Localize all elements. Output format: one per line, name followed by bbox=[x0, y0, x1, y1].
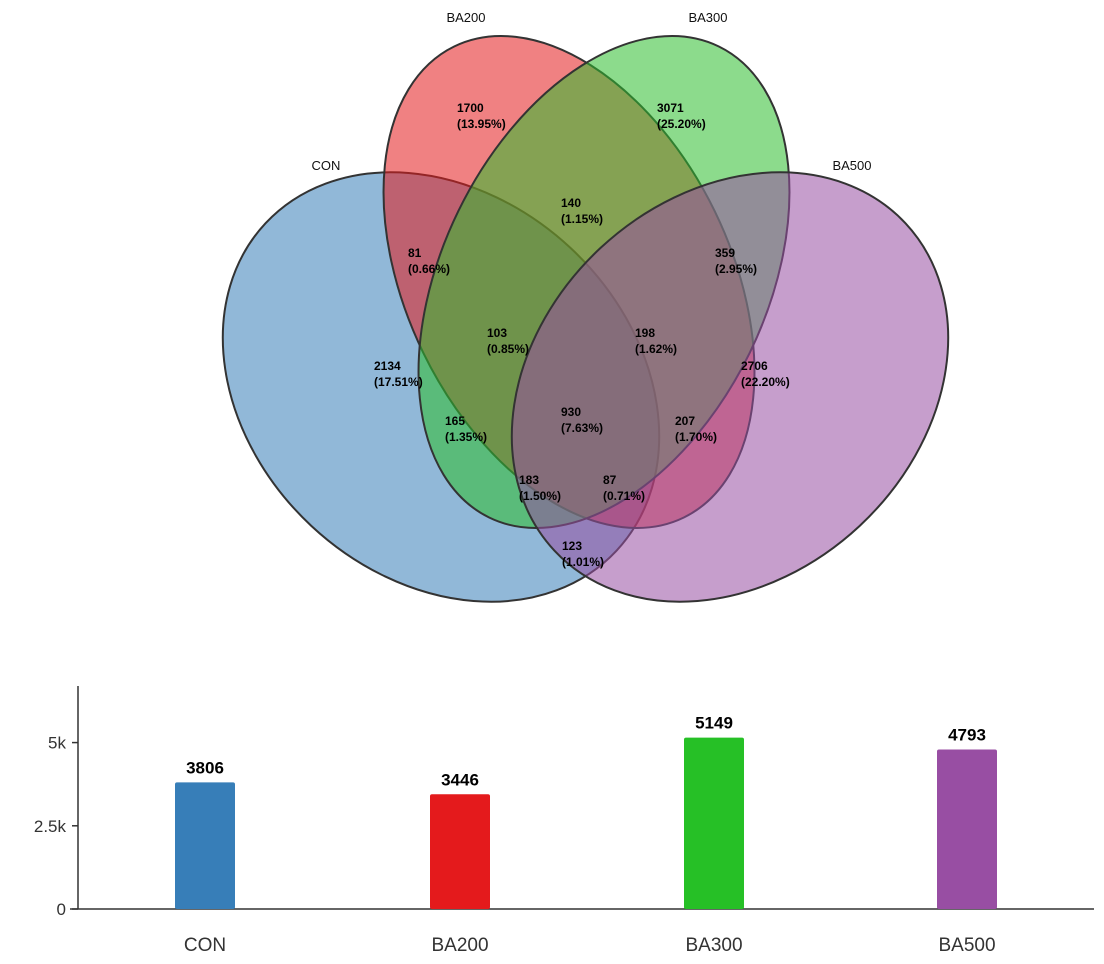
bar-value-label-ba500: 4793 bbox=[948, 725, 986, 744]
venn-diagram: CON BA200 BA300 BA500 1700 (13.95%) 3071 (25.2… bbox=[221, 10, 950, 603]
y-tick-label: 2.5k bbox=[34, 817, 67, 836]
bar-ba300 bbox=[684, 737, 744, 909]
venn-region-ba500: 2706 (22.20%) bbox=[741, 359, 790, 389]
x-tick-label-ba500: BA500 bbox=[938, 935, 995, 956]
venn-region-con: 2134 (17.51%) bbox=[374, 359, 423, 389]
bar-ba500 bbox=[937, 749, 997, 909]
venn-set-label-ba200: BA200 bbox=[446, 10, 485, 25]
bar-value-label-ba300: 5149 bbox=[695, 714, 733, 733]
venn-region-ba200-ba300: 140 (1.15%) bbox=[561, 196, 603, 226]
bar-chart: 0 2.5k 5k 3806 3446 5149 4793 CON BA200 BA300 BA… bbox=[34, 686, 1094, 956]
venn-region-ba200-ba300-ba500: 198 (1.62%) bbox=[635, 326, 677, 356]
venn-region-con-ba300-ba500: 183 (1.50%) bbox=[519, 473, 561, 503]
venn-set-label-con: CON bbox=[312, 158, 341, 173]
bar-value-label-con: 3806 bbox=[186, 758, 224, 777]
y-tick-label: 5k bbox=[48, 734, 66, 753]
venn-ellipse-ba500 bbox=[510, 171, 950, 603]
venn-region-ba200-ba500: 207 (1.70%) bbox=[675, 414, 717, 444]
y-tick-label: 0 bbox=[57, 900, 66, 919]
venn-region-con-ba200: 81 (0.66%) bbox=[408, 246, 450, 276]
venn-region-con-ba200-ba500: 87 (0.71%) bbox=[603, 473, 645, 503]
venn-region-con-ba200-ba300-ba500: 930 (7.63%) bbox=[561, 405, 603, 435]
x-tick-label-ba300: BA300 bbox=[685, 935, 742, 956]
venn-region-ba200: 1700 (13.95%) bbox=[457, 101, 506, 131]
bar-ba200 bbox=[430, 794, 490, 909]
venn-region-con-ba300: 165 (1.35%) bbox=[445, 414, 487, 444]
bar-value-label-ba200: 3446 bbox=[441, 770, 479, 789]
venn-region-ba300: 3071 (25.20%) bbox=[657, 101, 706, 131]
venn-region-ba300-ba500: 359 (2.95%) bbox=[715, 246, 757, 276]
venn-set-label-ba500: BA500 bbox=[832, 158, 871, 173]
bar-con bbox=[175, 782, 235, 909]
venn-region-con-ba200-ba300: 103 (0.85%) bbox=[487, 326, 529, 356]
venn-region-con-ba500: 123 (1.01%) bbox=[562, 539, 604, 569]
venn-set-label-ba300: BA300 bbox=[688, 10, 727, 25]
x-tick-label-ba200: BA200 bbox=[431, 935, 488, 956]
x-tick-label-con: CON bbox=[184, 935, 226, 956]
